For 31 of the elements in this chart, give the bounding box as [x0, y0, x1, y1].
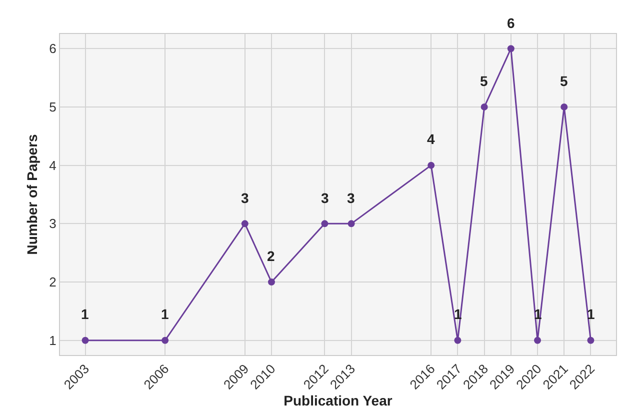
data-label: 4: [427, 131, 435, 147]
y-tick-label: 1: [49, 332, 56, 348]
point: [428, 162, 435, 169]
data-label: 3: [241, 190, 249, 206]
point: [82, 336, 89, 344]
y-tick-label: 6: [49, 41, 56, 56]
data-label: 6: [507, 15, 515, 31]
data-label: 5: [480, 73, 488, 89]
point: [162, 336, 169, 344]
y-axis-title: Number of Papers: [24, 134, 40, 255]
data-label: 3: [321, 190, 329, 206]
point: [560, 103, 568, 110]
point: [587, 336, 594, 344]
point: [534, 336, 542, 344]
x-axis-title: Publication Year: [284, 392, 393, 409]
data-label: 3: [347, 190, 355, 206]
y-tick-label: 5: [49, 100, 56, 114]
data-label: 1: [161, 306, 169, 322]
data-label: 1: [81, 306, 89, 322]
y-tick-label: 3: [49, 216, 56, 232]
point: [348, 220, 355, 228]
point: [268, 278, 275, 286]
point: [507, 45, 514, 52]
point: [454, 336, 462, 344]
y-tick-label: 2: [49, 274, 56, 290]
point: [480, 103, 488, 110]
data-label: 2: [267, 248, 275, 264]
point: [241, 220, 248, 228]
point: [321, 220, 328, 228]
y-tick-label: 4: [49, 158, 56, 173]
data-label: 5: [560, 73, 568, 89]
